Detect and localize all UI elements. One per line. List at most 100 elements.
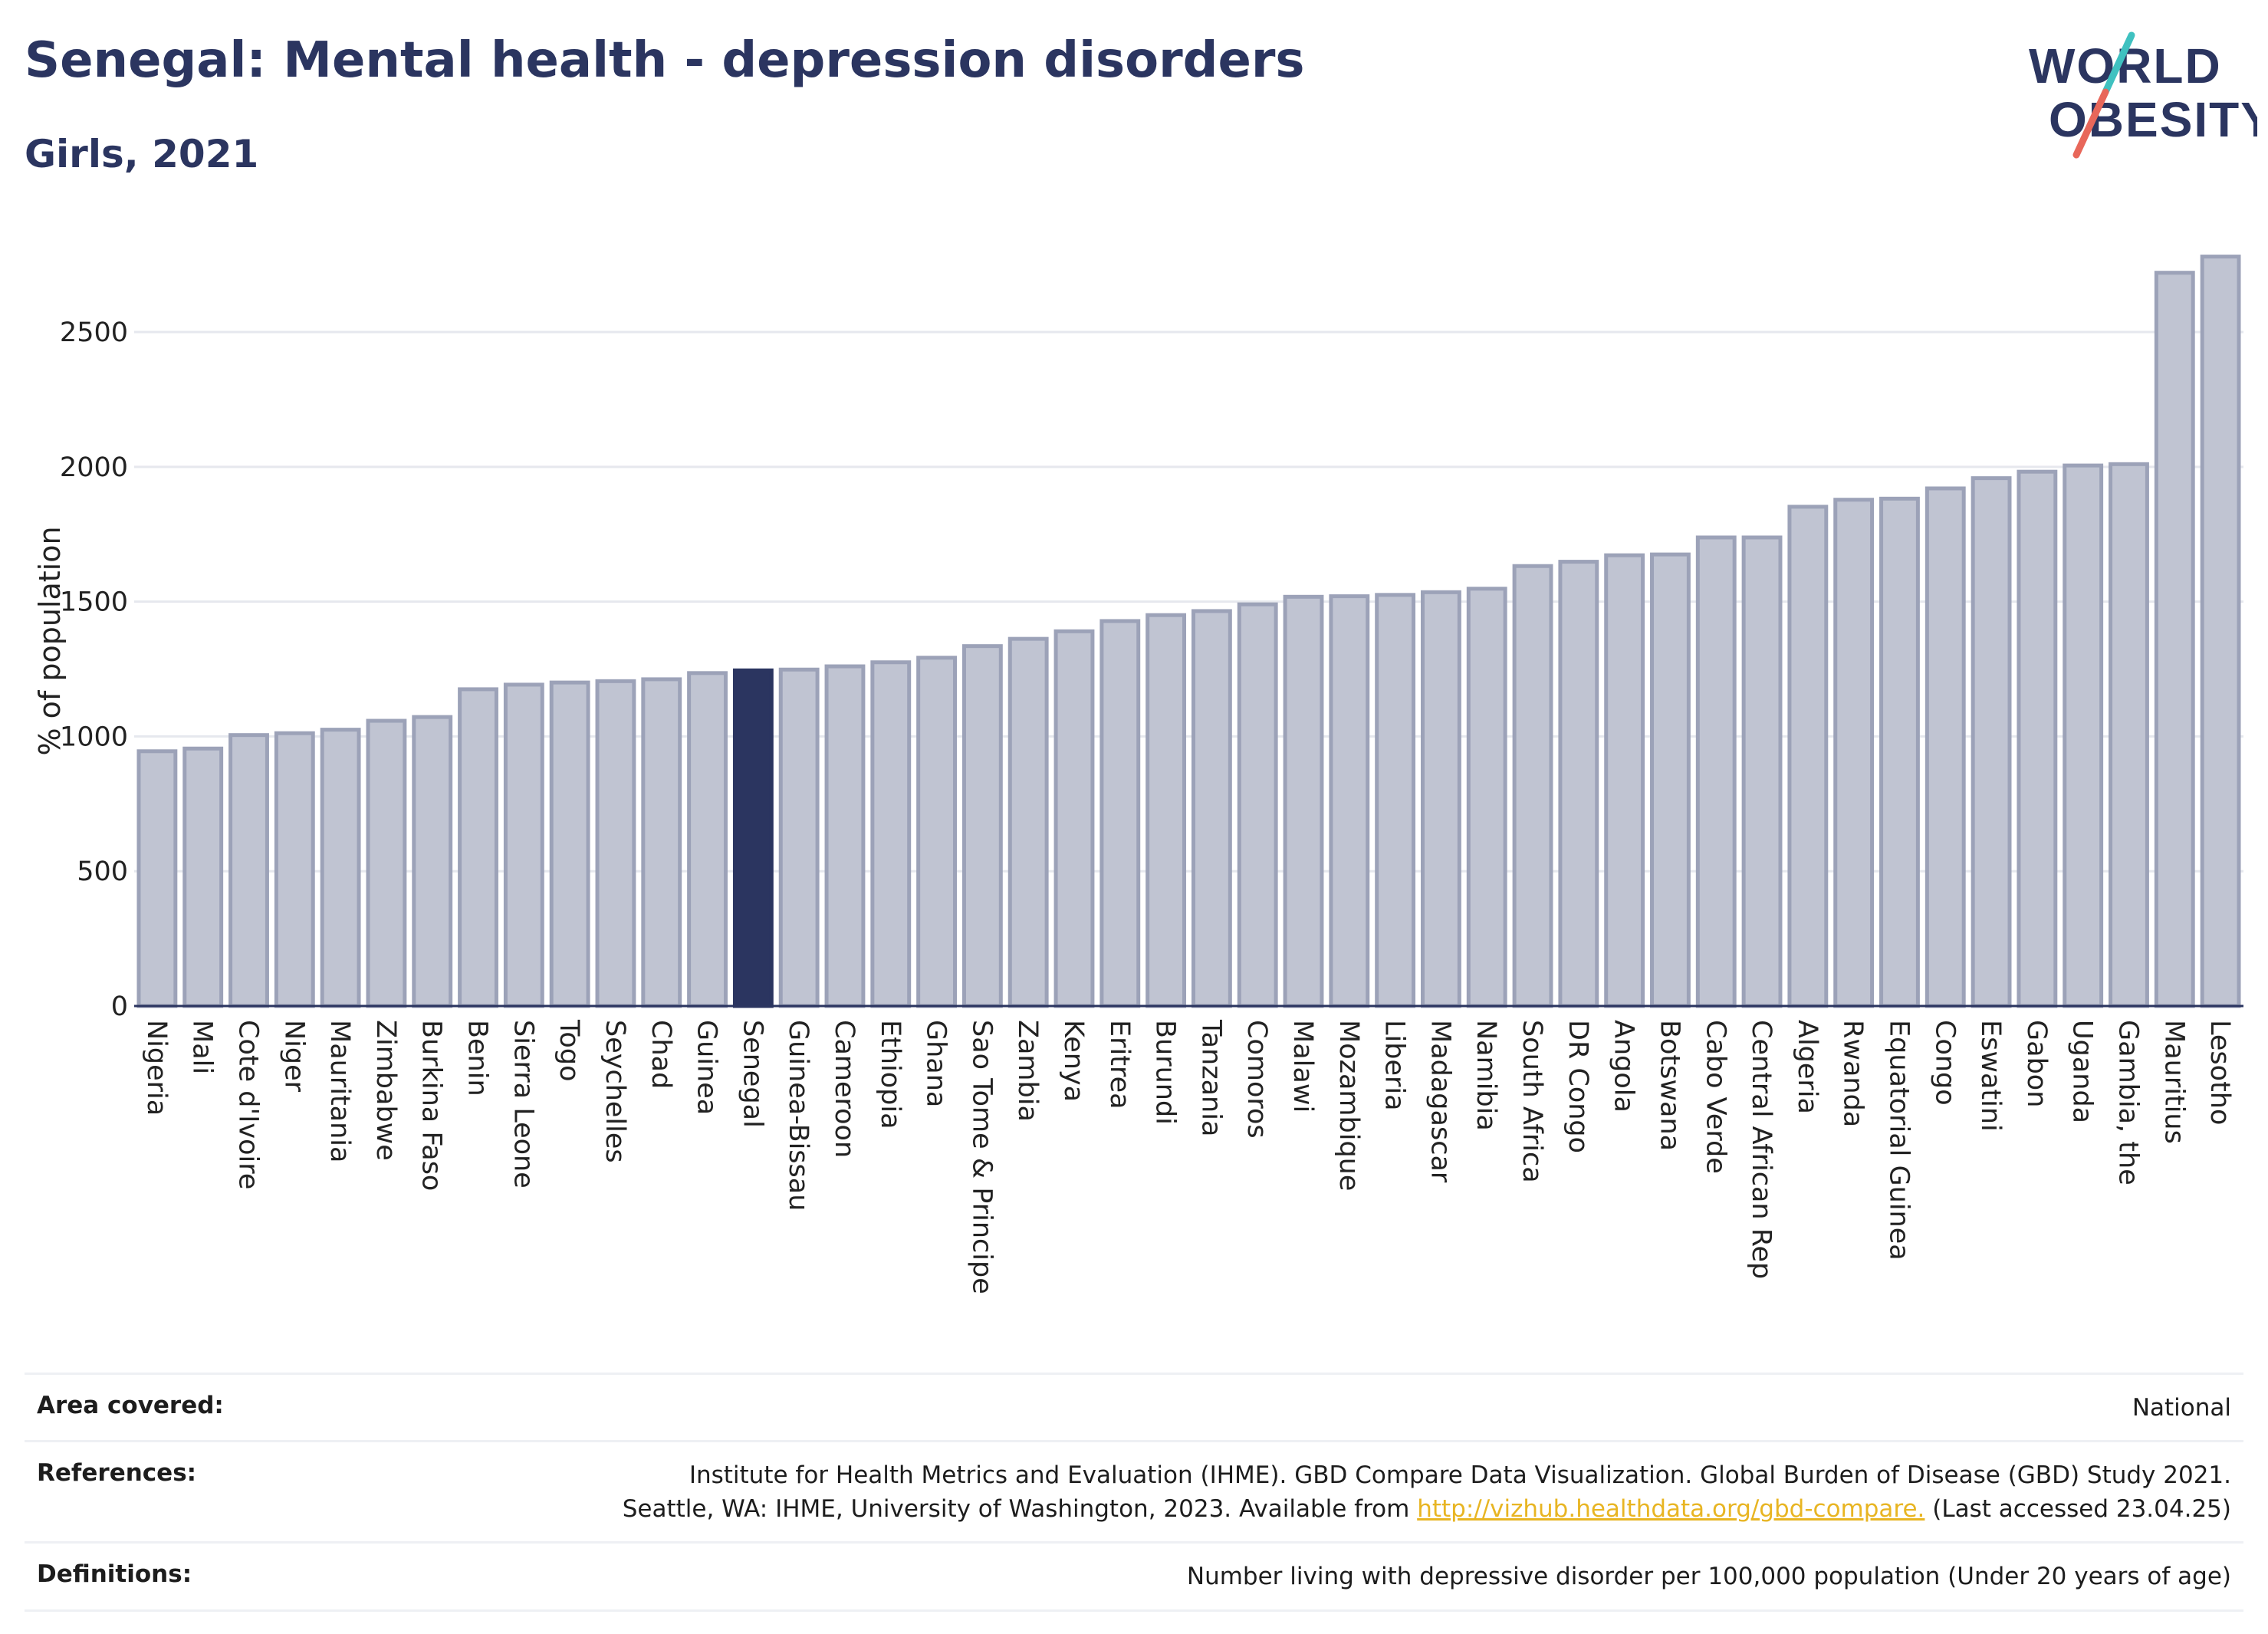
bar (687, 671, 728, 1008)
bar (916, 656, 957, 1008)
definitions-label: Definitions: (37, 1560, 192, 1589)
references-line-1: Institute for Health Metrics and Evaluat… (689, 1461, 2231, 1490)
x-tick-label: Gambia, the (2112, 1020, 2143, 1185)
bar (1007, 636, 1049, 1008)
bar (870, 660, 912, 1008)
bar (824, 664, 866, 1008)
x-tick-label: Malawi (1287, 1020, 1318, 1113)
x-tick-label: Mauritius (2158, 1020, 2189, 1144)
x-tick-label: Uganda (2067, 1020, 2098, 1123)
bar (228, 733, 269, 1008)
x-tick-label: Burundi (1150, 1020, 1181, 1125)
x-tick-label: Lesotho (2204, 1020, 2235, 1125)
x-tick-label: Ghana (921, 1020, 952, 1107)
bar (1283, 594, 1324, 1008)
x-tick-label: Botswana (1654, 1020, 1685, 1151)
area-covered-value: National (2132, 1394, 2231, 1422)
x-tick-label: Seychelles (600, 1020, 630, 1163)
x-tick-label: Gabon (2021, 1020, 2052, 1107)
references-label: References: (37, 1459, 197, 1488)
bar (1558, 560, 1599, 1008)
x-tick-label: Ethiopia (875, 1020, 906, 1129)
bar (2109, 462, 2149, 1008)
x-tick-label: Namibia (1471, 1020, 1501, 1131)
x-tick-label: Eritrea (1104, 1020, 1135, 1110)
x-tick-label: Mozambique (1333, 1020, 1364, 1191)
x-tick-label: Togo (554, 1019, 584, 1081)
page-title: Senegal: Mental health - depression diso… (25, 32, 1305, 89)
bar (1741, 535, 1783, 1008)
bar (2200, 255, 2241, 1008)
x-tick-label: Cabo Verde (1700, 1020, 1731, 1174)
bar (549, 680, 590, 1008)
y-tick-label: 2000 (60, 452, 128, 483)
x-tick-label: Zambia (1012, 1020, 1043, 1122)
x-tick-label: Nigeria (141, 1020, 172, 1116)
x-tick-label: Cameroon (829, 1020, 860, 1158)
bar (1512, 564, 1553, 1008)
world-obesity-logo: WORLD OBESITY (2029, 31, 2257, 159)
logo-slash-bottom (2072, 88, 2109, 159)
footer-row-area: Area covered: National (25, 1373, 2243, 1440)
bar (1237, 602, 1278, 1008)
x-tick-label: Comoros (1241, 1020, 1272, 1139)
bar (1787, 505, 1829, 1008)
x-tick-label: Senegal (737, 1020, 768, 1128)
references-line-2-pre: Seattle, WA: IHME, University of Washing… (622, 1494, 1418, 1523)
x-tick-label: Kenya (1058, 1020, 1089, 1102)
footer-row-references: References: Institute for Health Metrics… (25, 1440, 2243, 1541)
bar (1099, 619, 1141, 1008)
page-subtitle: Girls, 2021 (25, 132, 259, 176)
y-tick-label: 1000 (60, 722, 128, 752)
bar-chart: 0 500 1000 1500 2000 2500 % of population Niger… (33, 255, 2243, 1294)
y-tick-label: 2500 (60, 317, 128, 348)
x-tick-label: Rwanda (1838, 1020, 1869, 1127)
bar (1466, 587, 1507, 1008)
bar (1375, 593, 1416, 1008)
bar-highlight (732, 668, 774, 1008)
chart-footer: Area covered: National References: Insti… (25, 1373, 2243, 1612)
y-tick-label: 0 (111, 991, 128, 1022)
y-axis-label: % of population (33, 526, 67, 755)
bar (1146, 613, 1187, 1008)
y-tick-label: 1500 (60, 587, 128, 618)
x-tick-label: Burkina Faso (416, 1020, 447, 1191)
bar (961, 644, 1003, 1008)
bar (503, 682, 544, 1008)
x-tick-label: DR Congo (1563, 1020, 1593, 1153)
bar (1650, 552, 1691, 1008)
bar (1421, 590, 1461, 1008)
bar (641, 677, 682, 1008)
x-tick-label: Central African Rep (1746, 1020, 1777, 1279)
bar (182, 746, 224, 1008)
y-tick-label: 500 (77, 856, 128, 887)
x-tick-label: Niger (278, 1020, 309, 1093)
x-tick-label: Mali (187, 1020, 218, 1074)
x-tick-label: Equatorial Guinea (1883, 1020, 1914, 1261)
x-tick-label: Chad (646, 1020, 676, 1089)
x-tick-label: Liberia (1379, 1020, 1410, 1111)
bar (1191, 609, 1232, 1008)
bar (2017, 469, 2058, 1008)
definitions-value: Number living with depressive disorder p… (1186, 1563, 2231, 1591)
bar (1833, 498, 1875, 1008)
bar (1604, 553, 1645, 1008)
x-tick-label: Tanzania (1195, 1019, 1226, 1136)
x-tick-label: Zimbabwe (370, 1020, 401, 1161)
references-link[interactable]: http://vizhub.healthdata.org/gbd-compare… (1417, 1494, 1925, 1523)
bar (1695, 535, 1737, 1008)
bar (1329, 594, 1370, 1008)
x-tick-label: Cote d'Ivoire (233, 1020, 264, 1189)
bar (136, 749, 178, 1008)
bar (458, 687, 498, 1008)
bar (274, 731, 315, 1008)
bar (1925, 486, 1966, 1008)
x-tick-label: Guinea (692, 1020, 722, 1115)
x-tick-label: Algeria (1792, 1020, 1823, 1114)
bar (320, 728, 361, 1008)
x-tick-label: Congo (1929, 1020, 1960, 1106)
references-value: Institute for Health Metrics and Evaluat… (623, 1459, 2231, 1526)
bar (1971, 476, 2012, 1008)
x-tick-label: Eswatini (1975, 1020, 2006, 1132)
x-tick-label: Madagascar (1425, 1020, 1455, 1183)
